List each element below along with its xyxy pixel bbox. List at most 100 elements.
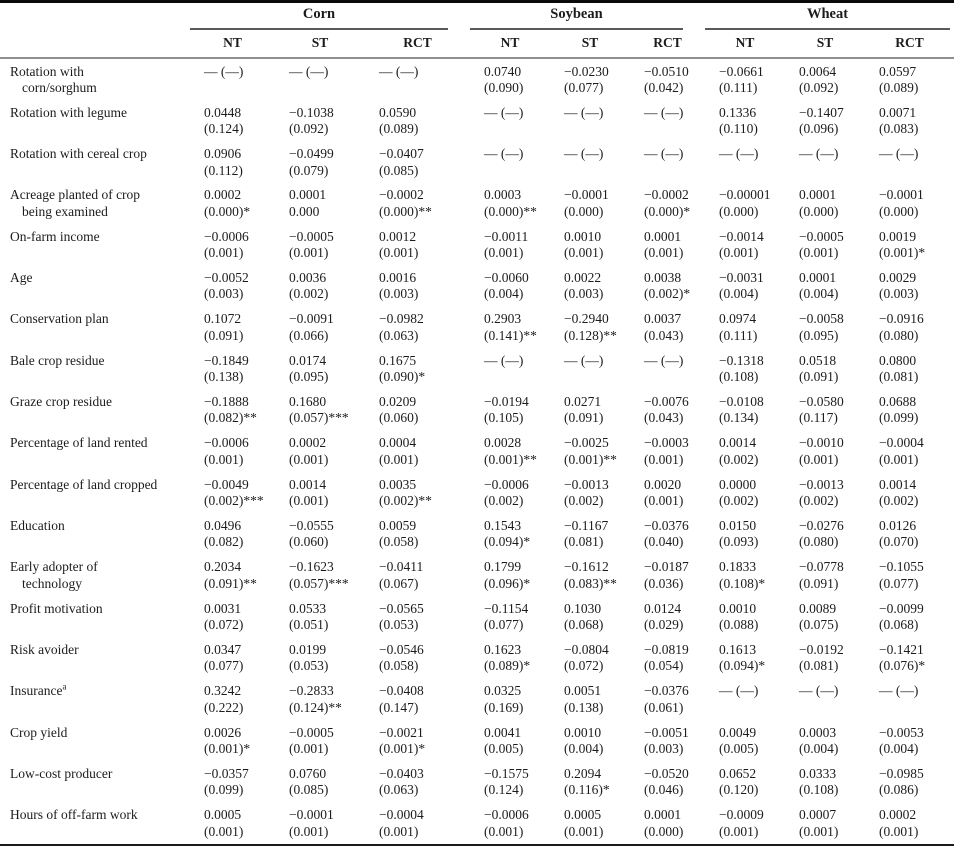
standard-error: (0.116)* <box>564 782 610 798</box>
estimate-value: 0.0001 <box>289 187 327 203</box>
standard-error: (0.002) <box>289 286 329 302</box>
estimate-value: −0.0006 <box>204 228 249 244</box>
standard-error: (0.001) <box>799 451 839 467</box>
footnote-marker: a <box>62 681 67 692</box>
coef-cell: −0.0985 (0.086) <box>865 761 954 802</box>
coef-cell: −0.0006 (0.001) <box>470 803 550 845</box>
coef-cell: 0.0012 (0.001) <box>365 224 470 265</box>
coef-cell: −0.0013 (0.002) <box>550 472 630 513</box>
row-label-line: Acreage planted of crop <box>10 187 141 203</box>
table-row: Hours of off-farm work 0.0005 (0.001) −0.00… <box>0 803 954 845</box>
standard-error: (0.000) <box>879 203 919 219</box>
standard-error: (0.072) <box>204 616 244 632</box>
subheader-soybean-st: ST <box>581 35 599 50</box>
coef-cell: −0.0031 (0.004) <box>705 266 785 307</box>
standard-error: (0.001) <box>289 493 329 509</box>
estimate-value: −0.0001 <box>564 187 609 203</box>
estimate-value: 0.0004 <box>379 435 417 451</box>
row-label-line: Rotation with <box>10 63 84 79</box>
standard-error: (0.001) <box>644 245 684 261</box>
row-label: Bale crop residue <box>0 348 190 389</box>
coef-cell: −0.0060 (0.004) <box>470 266 550 307</box>
standard-error: (0.046) <box>644 782 684 798</box>
estimate-value: — (—) <box>564 104 604 120</box>
estimate-value: — (—) <box>204 63 244 79</box>
standard-error: (0.001)* <box>379 740 426 756</box>
standard-error: (0.108) <box>719 369 759 385</box>
subheader-soybean-rct: RCT <box>653 35 682 50</box>
coef-cell: 0.0020 (0.001) <box>630 472 705 513</box>
standard-error: (0.001) <box>719 823 759 839</box>
coef-cell: −0.1575 (0.124) <box>470 761 550 802</box>
standard-error: (0.001) <box>204 823 244 839</box>
row-label-line: Early adopter of <box>10 559 98 575</box>
estimate-value: 0.0325 <box>484 683 522 699</box>
coef-cell: — (—) <box>630 100 705 141</box>
coef-cell: 0.2903 (0.141)** <box>470 307 550 348</box>
coef-cell: −0.0510 (0.042) <box>630 58 705 100</box>
estimate-value: — (—) <box>879 683 919 699</box>
standard-error: (0.004) <box>799 286 839 302</box>
table-row: Early adopter of technology 0.2034 (0.091)*… <box>0 555 954 596</box>
standard-error: (0.036) <box>644 575 684 591</box>
standard-error: (0.169) <box>484 699 524 715</box>
estimate-value: — (—) <box>719 146 759 162</box>
estimate-value: 0.1613 <box>719 641 757 657</box>
estimate-value: 0.0652 <box>719 765 757 781</box>
estimate-value: −0.1612 <box>564 559 609 575</box>
estimate-value: 0.0001 <box>644 228 682 244</box>
standard-error: (0.099) <box>204 782 244 798</box>
estimate-value: −0.0778 <box>799 559 844 575</box>
estimate-value: 0.0051 <box>564 683 602 699</box>
standard-error: (0.001) <box>644 493 684 509</box>
estimate-value: 0.0026 <box>204 724 242 740</box>
coef-cell: 0.0150 (0.093) <box>705 513 785 554</box>
standard-error: (0.001) <box>879 451 919 467</box>
row-label: Rotation with cereal crop <box>0 142 190 183</box>
estimate-value: −0.0052 <box>204 270 249 286</box>
coef-cell: — (—) <box>470 348 550 389</box>
coef-cell: −0.0001 (0.000) <box>550 183 630 224</box>
estimate-value: 0.0150 <box>719 517 757 533</box>
estimate-value: 0.3242 <box>204 683 242 699</box>
standard-error: (0.077) <box>879 575 919 591</box>
standard-error: (0.001) <box>289 451 329 467</box>
coef-cell: 0.1030 (0.068) <box>550 596 630 637</box>
coef-cell: −0.0058 (0.095) <box>785 307 865 348</box>
coef-cell: 0.0071 (0.083) <box>865 100 954 141</box>
coef-cell: 0.1336 (0.110) <box>705 100 785 141</box>
standard-error: (0.004) <box>564 740 604 756</box>
estimate-value: −0.1849 <box>204 352 249 368</box>
estimate-value: 0.0002 <box>289 435 327 451</box>
coef-cell: 0.0533 (0.051) <box>275 596 365 637</box>
coef-cell: 0.0271 (0.091) <box>550 390 630 431</box>
estimate-value: 0.0003 <box>799 724 837 740</box>
table-row: Age −0.0052 (0.003) 0.0036 (0.002) 0.0016 (0.0… <box>0 266 954 307</box>
subheader-row: NT ST RCT NT ST RCT NT ST RCT <box>0 30 954 58</box>
coef-cell: 0.0740 (0.090) <box>470 58 550 100</box>
coef-cell: −0.0076 (0.043) <box>630 390 705 431</box>
estimate-value: −0.1575 <box>484 765 529 781</box>
estimate-value: −0.0565 <box>379 600 424 616</box>
row-label-line: corn/sorghum <box>22 79 97 95</box>
row-label: Conservation plan <box>0 307 190 348</box>
estimate-value: 0.0496 <box>204 517 242 533</box>
estimate-value: −0.0580 <box>799 394 844 409</box>
estimate-value: 0.0005 <box>204 807 242 823</box>
estimate-value: −0.0407 <box>379 146 424 162</box>
estimate-value: −0.1623 <box>289 559 334 575</box>
standard-error: (0.000)* <box>204 203 251 219</box>
estimate-value: 0.2094 <box>564 765 602 781</box>
estimate-value: −0.0194 <box>484 394 529 409</box>
coef-cell: −0.1055 (0.077) <box>865 555 954 596</box>
standard-error: (0.001) <box>204 245 244 261</box>
coef-cell: 0.0089 (0.075) <box>785 596 865 637</box>
standard-error: (0.112) <box>204 162 243 178</box>
subheader-wheat-rct: RCT <box>895 35 924 50</box>
row-label-line: On-farm income <box>10 228 100 244</box>
estimate-value: 0.0199 <box>289 641 327 657</box>
standard-error: (0.005) <box>719 740 759 756</box>
subheader-corn-nt: NT <box>223 35 242 50</box>
estimate-value: 0.0037 <box>644 311 682 327</box>
standard-error: (0.001) <box>644 451 684 467</box>
